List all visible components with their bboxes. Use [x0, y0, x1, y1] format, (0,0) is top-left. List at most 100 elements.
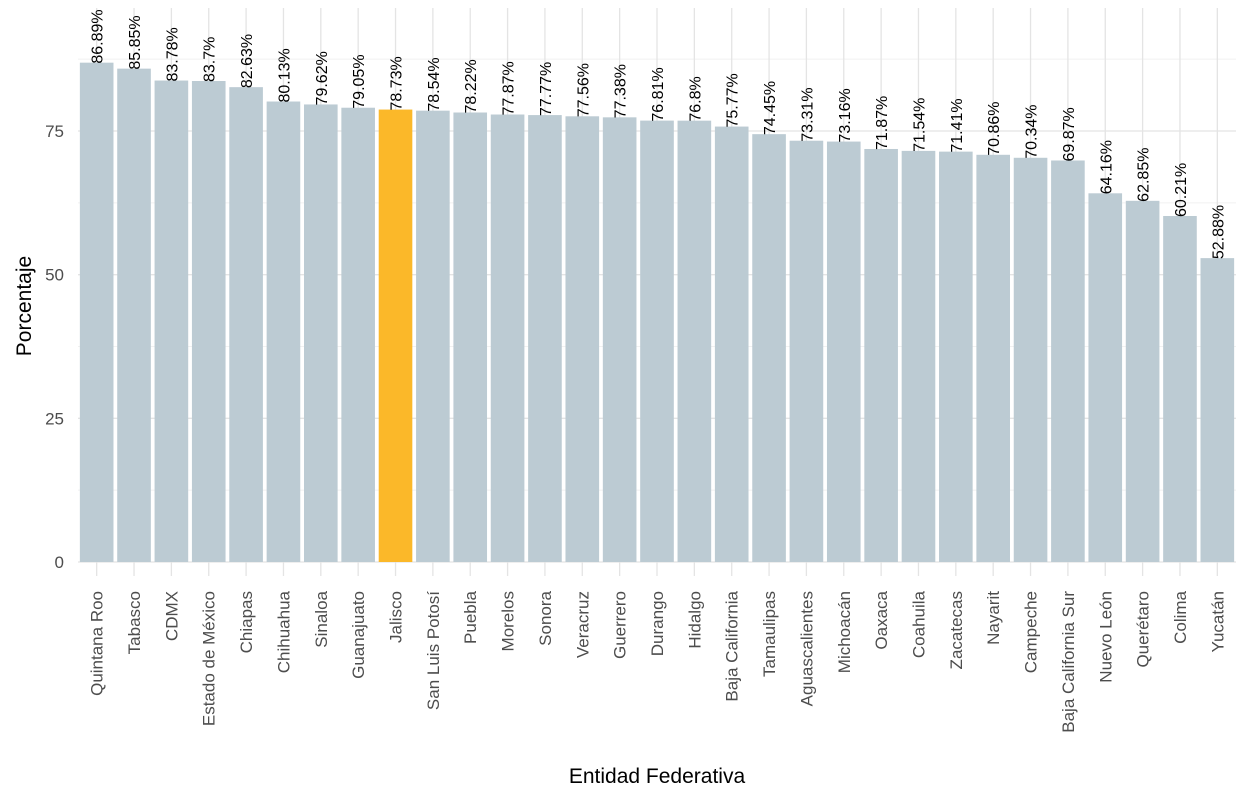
- data-label: 77.56%: [575, 63, 592, 117]
- data-label: 77.38%: [613, 64, 630, 118]
- data-labels: 86.89% 85.85% 83.78% 83.7% 82.63% 80.13% 79.62…: [90, 9, 1228, 259]
- bar: [640, 120, 674, 562]
- data-label: 83.7%: [202, 37, 219, 82]
- bar: [266, 101, 301, 563]
- data-label: 77.87%: [501, 61, 518, 115]
- bar: [1013, 157, 1048, 562]
- x-tick-label: Estado de México: [200, 591, 219, 726]
- data-label: 62.85%: [1136, 148, 1153, 202]
- bar: [1163, 215, 1197, 562]
- x-tick-label: Nuevo León: [1096, 591, 1115, 683]
- x-tick-label: CDMX: [162, 591, 181, 641]
- x-tick-label: Aguascalientes: [797, 591, 816, 706]
- bar: [901, 150, 936, 562]
- x-tick-label: Nayarit: [984, 591, 1003, 645]
- data-label: 78.22%: [463, 59, 480, 113]
- bar: [1125, 200, 1160, 562]
- bar: [677, 120, 712, 562]
- data-label: 79.05%: [351, 54, 368, 108]
- bar: [378, 109, 413, 562]
- data-label: 78.54%: [426, 57, 443, 111]
- x-tick-label: Morelos: [499, 591, 518, 651]
- x-tick-label: Guerrero: [611, 591, 630, 659]
- bar: [416, 110, 450, 562]
- data-label: 70.86%: [986, 102, 1003, 156]
- bar: [528, 115, 562, 563]
- x-tick-label: Durango: [648, 591, 667, 656]
- x-tick-label: San Luis Potosí: [424, 591, 443, 710]
- bar: [117, 68, 151, 562]
- x-tick-label: Chihuahua: [274, 590, 293, 673]
- x-tick-label: Sonora: [536, 590, 555, 645]
- data-label: 76.81%: [650, 67, 667, 121]
- bar: [303, 104, 338, 562]
- y-tick-label: 50: [45, 266, 64, 285]
- data-label: 69.87%: [1061, 107, 1078, 161]
- data-label: 85.85%: [127, 15, 144, 69]
- bar: [602, 117, 637, 562]
- bar: [1200, 258, 1235, 562]
- bar: [939, 151, 973, 562]
- data-label: 64.16%: [1098, 140, 1115, 194]
- x-tick-label: Hidalgo: [685, 591, 704, 649]
- y-tick-label: 75: [45, 122, 64, 141]
- data-label: 74.45%: [762, 81, 779, 135]
- bar: [229, 87, 263, 563]
- x-tick-label: Veracruz: [573, 591, 592, 658]
- bar: [864, 148, 898, 562]
- x-tick-label: Yucatán: [1208, 591, 1227, 652]
- bars: [79, 62, 1235, 563]
- data-label: 70.34%: [1024, 105, 1041, 159]
- data-label: 82.63%: [239, 34, 256, 88]
- data-label: 79.62%: [314, 51, 331, 105]
- x-tick-label: Coahuila: [909, 590, 928, 658]
- bar: [1051, 160, 1085, 562]
- bar: [490, 114, 525, 562]
- data-label: 77.77%: [538, 62, 555, 116]
- bar: [789, 140, 824, 563]
- x-axis-ticks: Quintana Roo Tabasco CDMX Estado de México C…: [88, 590, 1228, 732]
- y-tick-label: 0: [55, 553, 64, 572]
- x-tick-label: Jalisco: [387, 591, 406, 643]
- bar: [976, 154, 1011, 562]
- x-tick-label: Querétaro: [1134, 591, 1153, 668]
- x-tick-label: Chiapas: [237, 591, 256, 653]
- x-tick-label: Michoacán: [835, 591, 854, 673]
- x-tick-label: Guanajuato: [349, 591, 368, 679]
- x-tick-label: Oaxaca: [872, 590, 891, 649]
- x-tick-label: Baja California Sur: [1059, 591, 1078, 733]
- bar: [154, 80, 189, 563]
- data-label: 73.16%: [837, 88, 854, 142]
- x-tick-label: Zacatecas: [947, 591, 966, 669]
- y-axis-title: Porcentaje: [13, 256, 36, 356]
- x-tick-label: Quintana Roo: [88, 591, 107, 696]
- x-tick-label: Campeche: [1022, 591, 1041, 673]
- bar: [453, 112, 488, 563]
- data-label: 71.54%: [911, 98, 928, 152]
- data-label: 71.41%: [949, 98, 966, 152]
- y-axis-ticks: 0 25 50 75: [45, 122, 64, 572]
- bar: [341, 107, 375, 562]
- x-axis-title: Entidad Federativa: [569, 765, 746, 788]
- data-label: 80.13%: [276, 48, 293, 102]
- bar: [565, 116, 600, 562]
- bar: [714, 126, 749, 562]
- data-label: 78.73%: [389, 56, 406, 110]
- data-label: 52.88%: [1210, 205, 1227, 259]
- data-label: 83.78%: [164, 27, 181, 81]
- data-label: 60.21%: [1173, 163, 1190, 217]
- bar: [79, 62, 114, 563]
- x-tick-label: Sinaloa: [312, 590, 331, 647]
- y-tick-label: 25: [45, 409, 64, 428]
- x-tick-label: Tamaulipas: [760, 591, 779, 677]
- bar: [752, 134, 786, 563]
- x-tick-label: Puebla: [461, 590, 480, 643]
- bar: [826, 141, 861, 563]
- x-tick-label: Baja California: [723, 590, 742, 701]
- bar: [1088, 193, 1123, 562]
- data-label: 73.31%: [799, 87, 816, 141]
- x-tick-label: Colima: [1171, 590, 1190, 643]
- data-label: 71.87%: [874, 96, 891, 150]
